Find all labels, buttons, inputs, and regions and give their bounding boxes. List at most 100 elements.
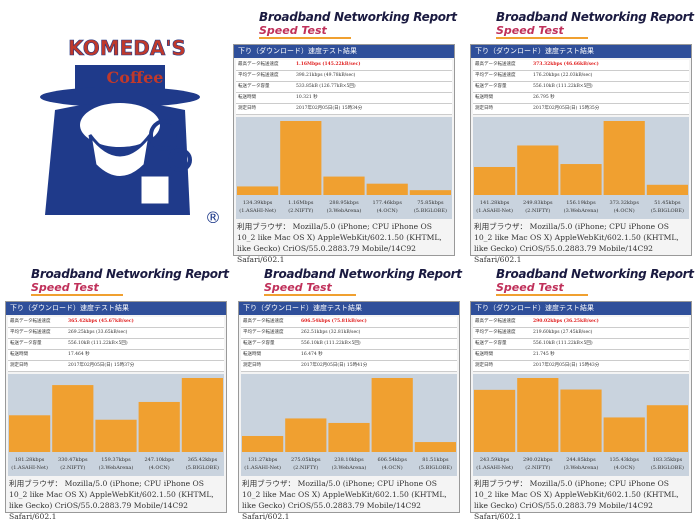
bar-category-label: (3.WebArena) [564, 464, 599, 471]
bar-category-label: (4.OCN) [382, 464, 403, 471]
bar-value-label: 249.83kbps [523, 200, 553, 206]
row-label: 平均データ転送速度 [475, 73, 516, 78]
row-value: 365.42kbps (45.67kB/sec) [68, 319, 134, 324]
logo-sub: Coffee [107, 68, 164, 87]
speed-test-panel: Broadband Networking Report Speed Test 下り（… [470, 8, 694, 264]
bar-value-label: 135.43kbps [609, 457, 639, 463]
bar [474, 389, 516, 452]
bar [603, 417, 645, 452]
report-subtitle: Speed Test [496, 24, 588, 39]
bar [52, 385, 94, 452]
bar-category-label: (4.OCN) [377, 207, 398, 214]
bar-value-label: 243.59kbps [480, 457, 510, 463]
logo-steam [149, 119, 181, 151]
browser-info: 利用ブラウザ： Mozilla/5.0 (iPhone; CPU iPhone … [242, 479, 447, 521]
section-title: 下り（ダウンロード）速度テスト結果 [239, 302, 459, 315]
report-subtitle: Speed Test [31, 281, 123, 296]
speed-test-panel: Broadband Networking Report Speed Test 下り（… [470, 265, 694, 521]
bar [646, 184, 688, 195]
result-row: 転送時間 26.795 秒 [473, 93, 689, 104]
row-value: 17.464 秒 [68, 352, 90, 357]
row-value: 373.32kbps (46.66kB/sec) [533, 62, 599, 67]
bar [560, 389, 602, 452]
section-title: 下り（ダウンロード）速度テスト結果 [6, 302, 226, 315]
row-value: 290.02kbps (36.25kB/sec) [533, 319, 599, 324]
bar-category-label: (1.ASAHI-Net) [239, 207, 276, 214]
bar-category-label: (4.OCN) [614, 207, 635, 214]
bar-value-label: 81.51kbps [422, 457, 449, 463]
bar-category-label: (1.ASAHI-Net) [476, 207, 513, 214]
bar-value-label: 244.85kbps [566, 457, 596, 463]
row-value: 2017年02月05日(日) 15時34分 [296, 106, 363, 111]
result-box: 下り（ダウンロード）速度テスト結果最高データ転送速度 290.02kbps (36… [470, 301, 692, 521]
bar-value-label: 159.37kbps [101, 457, 131, 463]
row-label: 平均データ転送速度 [10, 330, 51, 335]
bar-category-label: (5.BIGLOBE) [186, 464, 219, 471]
bar-value-label: 134.39kbps [243, 200, 273, 206]
row-value: 26.795 秒 [533, 95, 555, 100]
bar-chart: 181.28kbps(1.ASAHI-Net) 330.47kbps(2.NIFT… [8, 374, 224, 476]
bar-value-label: 288.95kbps [329, 200, 359, 206]
result-row: 転送データ容量 556.10kB (111.22kB×5回) [8, 339, 224, 350]
bar-category-label: (3.WebArena) [99, 464, 134, 471]
bar-value-label: 330.47kbps [58, 457, 88, 463]
bar [366, 183, 408, 195]
bar-category-label: (4.OCN) [149, 464, 170, 471]
bar-category-label: (4.OCN) [614, 464, 635, 471]
bar-value-label: 141.28kbps [480, 200, 510, 206]
browser-info: 利用ブラウザ： Mozilla/5.0 (iPhone; CPU iPhone … [237, 222, 442, 264]
result-row: 最高データ転送速度 365.42kbps (45.67kB/sec) [8, 317, 224, 328]
result-row: 測定日時 2017年02月05日(日) 15時34分 [236, 104, 452, 115]
result-row: 平均データ転送速度 269.25kbps (33.65kB/sec) [8, 328, 224, 339]
speed-test-panel: Broadband Networking Report Speed Test 下り（… [5, 265, 229, 521]
row-label: 測定日時 [243, 363, 261, 368]
bar-value-label: 51.45kbps [654, 200, 681, 206]
row-label: 最高データ転送速度 [243, 319, 284, 324]
row-label: 最高データ転送速度 [238, 62, 279, 67]
bar [285, 418, 327, 452]
section-title: 下り（ダウンロード）速度テスト結果 [471, 302, 691, 315]
logo-steam [168, 148, 192, 172]
bar [95, 419, 137, 452]
result-row: 平均データ転送速度 176.20kbps (22.03kB/sec) [473, 71, 689, 82]
bar-category-label: (3.WebArena) [332, 464, 367, 471]
browser-info: 利用ブラウザ： Mozilla/5.0 (iPhone; CPU iPhone … [474, 479, 679, 521]
bar-value-label: 238.10kbps [334, 457, 364, 463]
row-label: 測定日時 [238, 106, 256, 111]
bar-category-label: (1.ASAHI-Net) [476, 464, 513, 471]
bar-chart: 134.39kbps(1.ASAHI-Net) 1.16Mbps(2.NIFTY)… [236, 117, 452, 219]
bar [371, 378, 413, 452]
row-value: 556.10kB (111.22kB×5回) [533, 341, 593, 346]
row-label: 転送データ容量 [475, 84, 507, 89]
row-label: 最高データ転送速度 [475, 319, 516, 324]
row-value: 2017年02月05日(日) 15時43分 [533, 363, 600, 368]
row-value: 556.10kB (111.22kB×5回) [301, 341, 361, 346]
row-label: 平均データ転送速度 [243, 330, 284, 335]
result-row: 最高データ転送速度 290.02kbps (36.25kB/sec) [473, 317, 689, 328]
row-value: 262.51kbps (32.81kB/sec) [301, 330, 361, 335]
result-row: 測定日時 2017年02月05日(日) 15時35分 [473, 104, 689, 115]
report-title: Broadband Networking Report [259, 10, 457, 24]
bar-category-label: (5.BIGLOBE) [651, 464, 684, 471]
row-label: 平均データ転送速度 [238, 73, 279, 78]
browser-info: 利用ブラウザ： Mozilla/5.0 (iPhone; CPU iPhone … [9, 479, 214, 521]
bar [560, 164, 602, 195]
result-row: 転送データ容量 556.10kB (111.22kB×5回) [241, 339, 457, 350]
result-box: 下り（ダウンロード）速度テスト結果 最高データ転送速度 373.32kbps (46… [470, 44, 692, 264]
row-label: 転送時間 [475, 352, 493, 357]
row-label: 転送時間 [10, 352, 28, 357]
result-row: 転送時間 10.321 秒 [236, 93, 452, 104]
bar [646, 405, 688, 452]
result-row: 最高データ転送速度 606.54kbps (75.81kB/sec) [241, 317, 457, 328]
browser-info: 利用ブラウザ： Mozilla/5.0 (iPhone; CPU iPhone … [474, 222, 679, 264]
row-value: 21.745 秒 [533, 352, 555, 357]
bar [603, 121, 645, 195]
bar [517, 378, 559, 452]
logo-cup [138, 173, 172, 207]
speed-test-panel: Broadband Networking Report Speed Test 下り（… [233, 8, 457, 264]
bar-category-label: (2.NIFTY) [525, 207, 550, 214]
result-row: 転送時間 17.464 秒 [8, 350, 224, 361]
logo-brim [40, 87, 200, 107]
row-label: 測定日時 [475, 106, 493, 111]
logo-registered: ® [205, 208, 221, 227]
